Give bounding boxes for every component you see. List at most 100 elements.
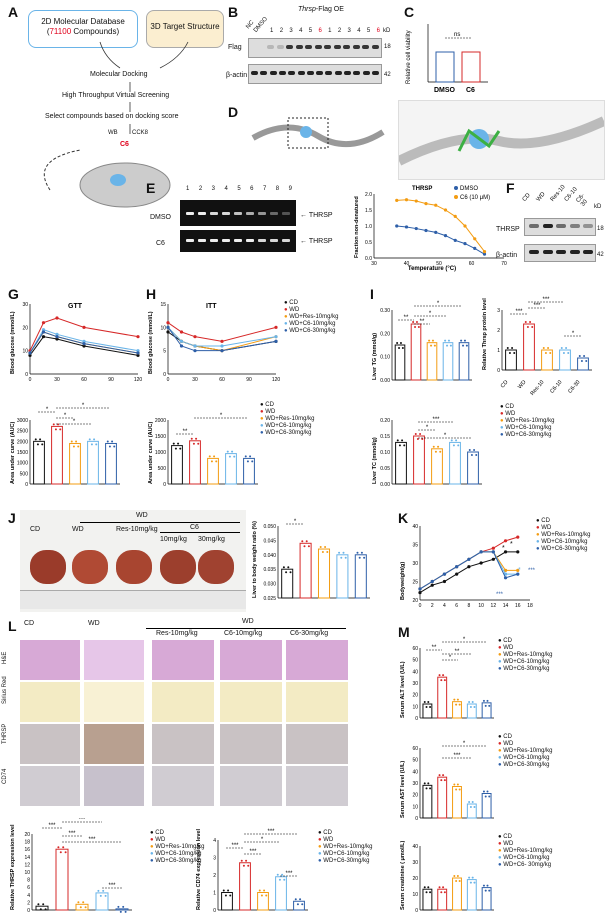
j-group-0: CD (30, 526, 41, 533)
db-count-open: ( (46, 27, 50, 36)
m2-ytick-1: 10 (412, 804, 418, 810)
legend-item: ● WD (500, 411, 516, 417)
m3-bar-0 (422, 888, 433, 911)
tissue-1-0 (20, 682, 80, 722)
legend-item-label: CD (505, 404, 514, 410)
band (295, 45, 303, 49)
m2-ytick-3: 30 (412, 781, 418, 787)
i1-ytick-2: 0.20 (380, 331, 390, 337)
h2-dot-4-2 (249, 455, 252, 458)
l-col-0: CD (24, 620, 35, 627)
b-lane-2: 3 (289, 28, 293, 34)
j-dot-1-1 (303, 545, 306, 548)
m3-dot-3-2 (471, 876, 474, 879)
g2-sig-2: * (73, 419, 76, 425)
k-ytick-1: 25 (412, 580, 418, 586)
i3-dot-0-2 (401, 439, 404, 442)
c-bar-dmso (435, 51, 455, 83)
g2-dot-4-0 (106, 440, 109, 443)
j-dot-2-1 (321, 551, 324, 554)
gel-band (234, 212, 242, 215)
legend-item-label: WD+C6-10mg/kg (265, 423, 312, 429)
m1-bar-1 (437, 676, 448, 719)
i3-ytick-4: 0.20 (380, 418, 390, 424)
i1-dot-2-0 (428, 339, 431, 342)
h2-dot-1-3 (197, 442, 200, 445)
j-group-4: 30mg/kg (198, 536, 225, 543)
h-xtick-2: 60 (219, 377, 225, 383)
i3-sig-1: *** (432, 417, 440, 423)
legend-l2: ● CD ● WD ● WD+Res-10mg/kg ● WD+C6-10mg/kg ●… (318, 830, 372, 865)
i2-dot-0-2 (511, 347, 514, 349)
gel-band (186, 212, 194, 215)
m1-sig-2: ** (455, 649, 460, 655)
e-ytick-2: 1.0 (365, 224, 372, 230)
band (286, 45, 293, 49)
e-row2: C6 (156, 240, 165, 247)
m3-dot-4-2 (486, 884, 489, 887)
m1-dot-3-3 (473, 706, 476, 708)
b-lane-4: 5 (308, 28, 313, 34)
j-bar-1 (299, 542, 312, 599)
panel-e-label: E (146, 180, 156, 196)
legend-item-label: CD (503, 834, 512, 840)
j-dot-3-0 (338, 551, 341, 554)
g2-sig-0: * (46, 407, 49, 413)
g2-dot-0-0 (34, 438, 37, 441)
l-row-1: Sirius Red (2, 676, 8, 704)
tissue-0-0 (20, 640, 80, 680)
m2-dot-0-3 (429, 787, 432, 790)
legend-item-label: WD+Res-10mg/kg (541, 532, 591, 538)
g2-dot-1-1 (54, 428, 57, 431)
band (251, 71, 258, 75)
m2-dot-1-0 (438, 774, 441, 777)
m3-ylabel: Serum creatinine ( μmol/L) (400, 840, 406, 910)
i3-bar-4 (467, 451, 479, 485)
gel-band (222, 212, 230, 215)
band (542, 250, 553, 254)
band (260, 71, 268, 75)
g2-dot-4-2 (111, 440, 114, 443)
legend-item: ● WD+C6-10mg/kg (498, 855, 550, 861)
i2-sig-2: *** (542, 297, 550, 303)
m1-dot-2-3 (458, 703, 461, 706)
e-lane-4: 5 (237, 186, 241, 192)
band (583, 224, 593, 228)
legend-item: ● WD+C6-30mg/kg (500, 432, 552, 438)
k-pt-4-8 (516, 572, 520, 576)
m3-dot-2-3 (458, 880, 461, 882)
e-legend-0: DMSO (460, 186, 478, 192)
panel-a-arrows (43, 41, 189, 208)
legend-item-label: WD+C6- 30mg/kg (503, 862, 552, 868)
e-lane-6: 7 (262, 186, 267, 192)
band (352, 45, 360, 49)
m1-ylabel: Serum ALT level (U/L) (400, 661, 406, 718)
i2-ylabel: Relative Thrsp protein level (482, 298, 488, 370)
i3-bar-1 (413, 435, 425, 485)
j-dot-3-3 (344, 556, 347, 559)
gel-band (198, 212, 206, 215)
legend-item-label: WD+Res-10mg/kg (155, 844, 205, 850)
l2-dot-3-2 (281, 873, 284, 876)
m1-dot-1-2 (442, 674, 445, 677)
e-lane-5: 6 (250, 186, 254, 192)
h2-dot-2-2 (213, 455, 216, 458)
i2-dot-0-1 (508, 352, 511, 354)
m1-dot-3-0 (468, 701, 471, 703)
k-sig-2: * (510, 541, 513, 548)
g-line-0 (29, 336, 139, 356)
tissue-2-3 (220, 724, 282, 764)
l2-ytick-2: 2 (213, 873, 216, 879)
e-arrow2-label: THRSP (308, 238, 333, 245)
l-col-2: Res-10mg/kg (156, 630, 198, 637)
panel-i-label: I (370, 286, 374, 302)
h2-ytick-2: 1000 (155, 450, 166, 456)
c-cat-c6: C6 (466, 87, 475, 94)
l2-bar-4 (293, 900, 305, 911)
gel-band (222, 239, 230, 242)
legend-l1: ● CD ● WD ● WD+Res-10mg/kg ● WD+C6-10mg/kg ●… (150, 830, 204, 865)
h2-dot-1-2 (195, 437, 198, 440)
l2-sig-1: *** (249, 849, 257, 855)
m2-dot-1-3 (443, 779, 446, 782)
legend-h-auc: ● CD ● WD ● WD+Res-10mg/kg ● WD+C6-10mg/kg ●… (260, 402, 314, 437)
